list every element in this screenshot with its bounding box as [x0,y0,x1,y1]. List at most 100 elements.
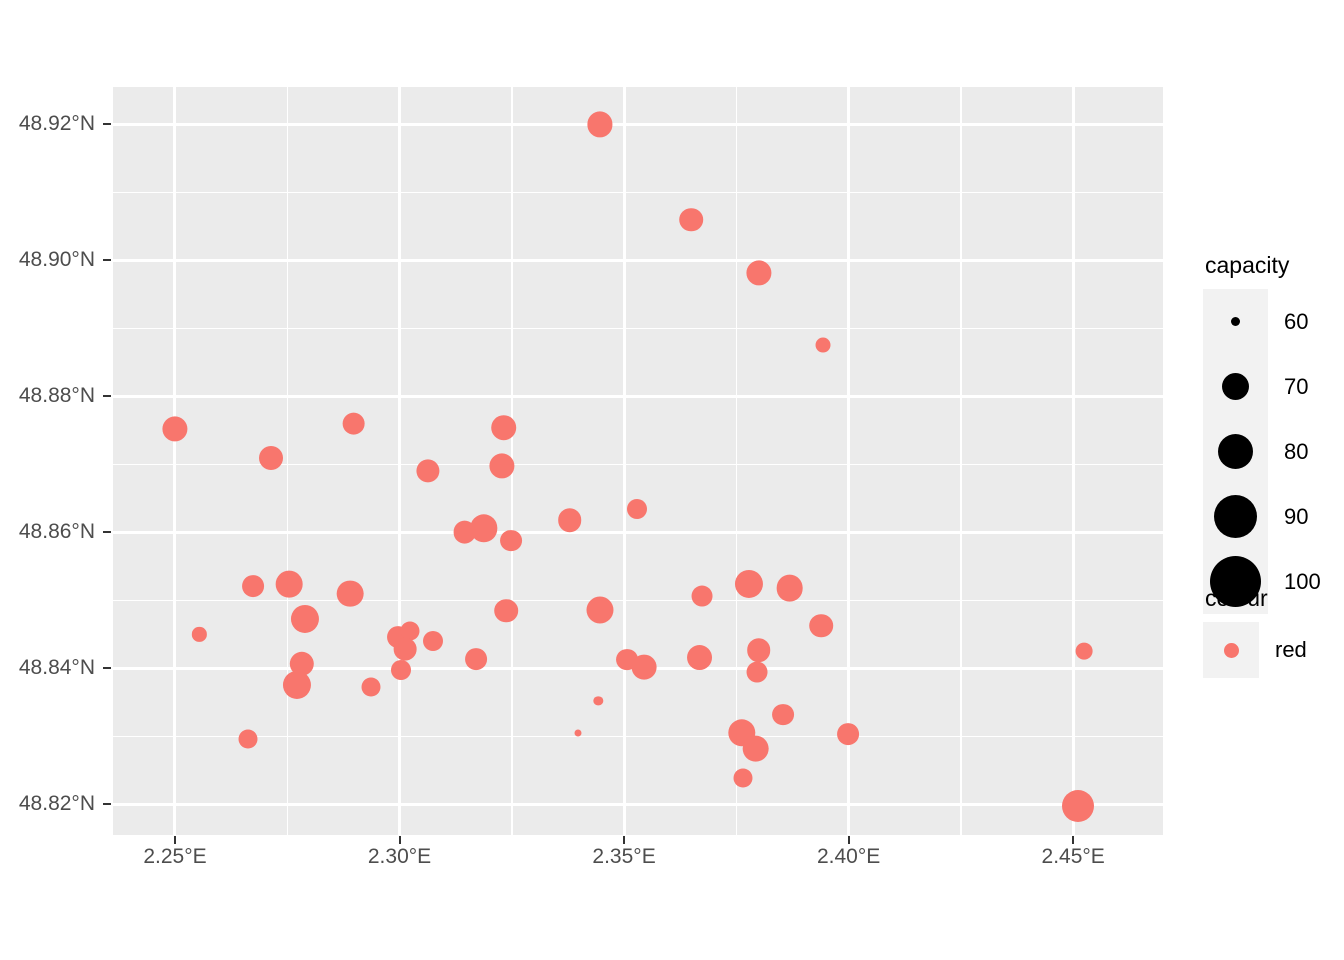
gridline-minor-horizontal [113,599,1163,602]
data-point [393,637,417,661]
data-point [746,260,772,286]
data-point [390,659,411,680]
y-axis-tick-mark [103,123,111,126]
data-point [815,337,831,353]
data-point [422,630,443,651]
data-point [735,570,764,599]
legend-item-label: 60 [1284,308,1309,334]
gridline-minor-vertical [960,87,962,835]
data-point [837,723,860,746]
legend-key-dot [1210,556,1261,607]
gridline-minor-vertical [735,87,738,835]
y-axis-tick-label: 48.84°N [18,656,95,680]
data-point [586,596,614,624]
x-axis-tick-label: 2.35°E [592,845,656,868]
data-point [593,696,604,706]
data-point [626,498,647,519]
x-axis-tick-label: 2.25°E [143,845,207,868]
legend-capacity-items: 60 70 80 90 100 [1203,289,1321,614]
legend-key-dot [1223,642,1239,658]
legend-colour-items: red [1203,622,1307,678]
gridline-major-vertical [398,87,402,835]
data-point [499,529,522,552]
x-axis-tick-label: 2.30°E [367,845,432,868]
y-axis-tick-mark [103,259,111,262]
data-point [258,445,283,470]
data-point [631,654,657,680]
data-point [336,580,364,607]
gridline-minor-horizontal [113,735,1163,738]
legend-item: 70 [1203,354,1321,419]
gridline-major-horizontal [113,530,1163,534]
gridline-major-vertical [622,87,626,835]
y-axis-tick-mark [103,667,111,670]
legend-key-swatch [1203,419,1268,484]
y-axis-tick-label: 48.90°N [18,248,95,272]
y-axis-tick-mark [103,803,111,806]
legend-key-dot [1231,317,1240,326]
legend-key-dot [1218,434,1253,469]
gridline-minor-horizontal [113,327,1163,330]
data-point [238,729,258,749]
data-point [490,414,517,441]
legend-key-swatch [1203,622,1259,678]
data-point [400,621,420,641]
gridline-minor-vertical [286,87,288,835]
legend-colour: colour red [1203,585,1307,678]
legend-item-label: 80 [1284,438,1309,464]
data-point [776,574,804,602]
gridline-major-vertical [173,87,177,835]
x-axis-tick-label: 2.40°E [816,845,881,868]
gridline-major-horizontal [113,802,1163,806]
y-axis-tick-mark [103,531,111,534]
data-point [276,570,303,598]
legend-item: red [1203,622,1307,678]
legend-key-dot [1222,373,1249,400]
data-point [342,412,366,435]
legend-item-label: 90 [1284,503,1309,529]
y-axis-tick-label: 48.82°N [18,792,95,816]
data-point [464,647,487,670]
x-axis-tick-mark [847,836,850,844]
gridline-minor-horizontal [113,463,1163,466]
data-point [587,111,613,137]
data-point [494,598,518,623]
data-point [416,459,440,483]
legend-key-swatch [1203,354,1268,419]
y-axis-tick-mark [103,395,111,398]
data-point [557,508,582,532]
data-point [686,644,713,671]
data-point [453,521,477,544]
data-point [361,677,381,697]
x-axis-tick-label: 2.45°E [1041,845,1105,868]
legend-item: 100 [1203,549,1321,614]
x-axis-tick-mark [1072,836,1075,844]
data-point [691,585,713,607]
legend-item-label: 70 [1284,373,1309,399]
data-point [746,661,768,683]
gridline-major-horizontal [113,122,1163,126]
legend-item: 80 [1203,419,1321,484]
y-axis-tick-label: 48.86°N [18,520,95,544]
y-axis: 48.82°N 48.84°N 48.86°N 48.88°N 48.90°N 48.92… [0,0,95,960]
gridline-major-vertical [847,87,851,835]
x-axis-tick-mark [398,836,401,844]
data-point [679,207,704,232]
data-point [574,729,582,737]
data-point [742,735,769,762]
gridline-major-vertical [1071,87,1075,835]
legend-key-swatch [1203,549,1268,614]
data-point [162,416,188,442]
legend-capacity: capacity 60 70 80 90 100 [1203,252,1321,614]
legend-capacity-title: capacity [1205,252,1290,278]
data-point [1061,790,1094,823]
gridline-minor-horizontal [113,191,1163,194]
data-point [290,604,319,633]
data-point [1076,642,1093,660]
legend-key-dot [1214,495,1257,538]
data-point [809,613,834,638]
data-point [772,703,794,726]
legend-item: 90 [1203,484,1321,549]
data-point [192,627,207,642]
